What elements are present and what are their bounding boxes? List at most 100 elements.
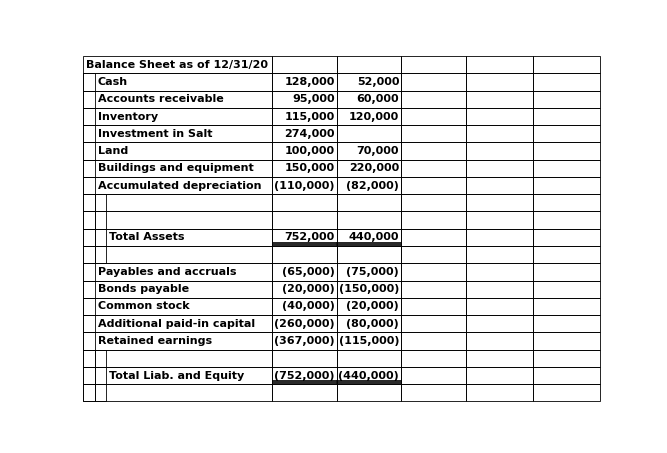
- Bar: [466, 177, 533, 194]
- Text: (110,000): (110,000): [274, 181, 335, 191]
- Bar: [402, 91, 466, 108]
- Bar: [466, 263, 533, 280]
- Bar: [337, 246, 402, 263]
- Text: (75,000): (75,000): [346, 267, 400, 277]
- Bar: [272, 298, 337, 315]
- Text: Additional paid-in capital: Additional paid-in capital: [98, 319, 255, 329]
- Bar: [83, 246, 95, 263]
- Bar: [337, 73, 402, 91]
- Text: Inventory: Inventory: [98, 111, 158, 121]
- Bar: [533, 177, 600, 194]
- Bar: [402, 298, 466, 315]
- Bar: [466, 91, 533, 108]
- Bar: [83, 315, 95, 333]
- Text: 752,000: 752,000: [284, 232, 335, 242]
- Text: (752,000): (752,000): [274, 371, 335, 381]
- Bar: [402, 212, 466, 229]
- Text: 120,000: 120,000: [349, 111, 400, 121]
- Bar: [402, 246, 466, 263]
- Bar: [533, 350, 600, 367]
- Bar: [533, 263, 600, 280]
- Bar: [402, 315, 466, 333]
- Bar: [83, 91, 95, 108]
- Bar: [83, 384, 272, 401]
- Bar: [272, 350, 337, 367]
- Bar: [533, 194, 600, 212]
- Bar: [272, 91, 337, 108]
- Text: Land: Land: [98, 146, 128, 156]
- Bar: [95, 229, 106, 246]
- Bar: [533, 73, 600, 91]
- Bar: [466, 56, 533, 73]
- Bar: [83, 160, 95, 177]
- Bar: [272, 263, 337, 280]
- Text: Accounts receivable: Accounts receivable: [98, 94, 223, 104]
- Bar: [272, 384, 337, 401]
- Bar: [272, 177, 337, 194]
- Bar: [272, 125, 337, 142]
- Text: Cash: Cash: [98, 77, 128, 87]
- Bar: [83, 333, 95, 350]
- Bar: [83, 246, 272, 263]
- Bar: [272, 160, 337, 177]
- Bar: [83, 212, 272, 229]
- Bar: [272, 212, 337, 229]
- Bar: [533, 125, 600, 142]
- Bar: [83, 298, 272, 315]
- Bar: [533, 246, 600, 263]
- Bar: [83, 333, 272, 350]
- Bar: [466, 315, 533, 333]
- Bar: [272, 333, 337, 350]
- Bar: [83, 56, 272, 73]
- Bar: [95, 194, 106, 212]
- Bar: [337, 298, 402, 315]
- Bar: [83, 229, 95, 246]
- Text: (367,000): (367,000): [274, 336, 335, 346]
- Bar: [83, 160, 272, 177]
- Bar: [402, 125, 466, 142]
- Bar: [533, 384, 600, 401]
- Bar: [402, 263, 466, 280]
- Bar: [402, 333, 466, 350]
- Text: Total Assets: Total Assets: [109, 232, 185, 242]
- Bar: [466, 280, 533, 298]
- Bar: [83, 350, 95, 367]
- Text: (80,000): (80,000): [346, 319, 400, 329]
- Bar: [466, 142, 533, 160]
- Text: (65,000): (65,000): [281, 267, 335, 277]
- Bar: [402, 108, 466, 125]
- Text: Investment in Salt: Investment in Salt: [98, 129, 212, 139]
- Bar: [272, 73, 337, 91]
- Text: 128,000: 128,000: [284, 77, 335, 87]
- Bar: [337, 177, 402, 194]
- Bar: [402, 56, 466, 73]
- Bar: [466, 333, 533, 350]
- Bar: [466, 367, 533, 384]
- Bar: [337, 263, 402, 280]
- Bar: [83, 315, 272, 333]
- Bar: [533, 212, 600, 229]
- Bar: [466, 384, 533, 401]
- Text: 100,000: 100,000: [285, 146, 335, 156]
- Bar: [533, 108, 600, 125]
- Bar: [533, 298, 600, 315]
- Bar: [95, 384, 106, 401]
- Text: Balance Sheet as of 12/31/20: Balance Sheet as of 12/31/20: [87, 60, 269, 70]
- Bar: [83, 142, 272, 160]
- Bar: [83, 177, 272, 194]
- Bar: [402, 350, 466, 367]
- Text: Retained earnings: Retained earnings: [98, 336, 212, 346]
- Bar: [83, 125, 95, 142]
- Bar: [272, 142, 337, 160]
- Bar: [402, 160, 466, 177]
- Bar: [83, 142, 95, 160]
- Bar: [272, 280, 337, 298]
- Text: (440,000): (440,000): [338, 371, 400, 381]
- Bar: [337, 125, 402, 142]
- Text: Buildings and equipment: Buildings and equipment: [98, 164, 253, 173]
- Bar: [272, 315, 337, 333]
- Bar: [83, 108, 95, 125]
- Text: (20,000): (20,000): [346, 301, 400, 312]
- Text: (260,000): (260,000): [274, 319, 335, 329]
- Bar: [83, 263, 272, 280]
